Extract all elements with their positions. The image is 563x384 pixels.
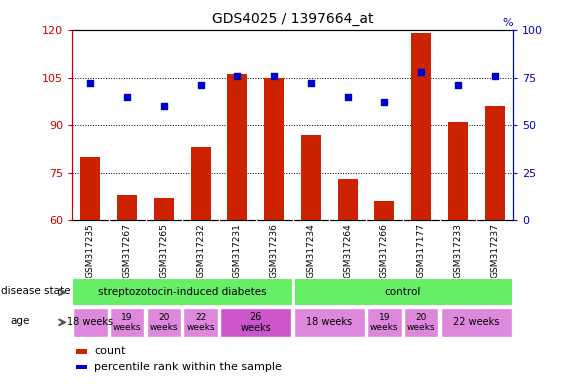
Point [380,99,389,105]
Text: 22 weeks: 22 weeks [453,317,499,327]
Bar [72,278,293,306]
Bar [301,135,321,220]
Text: count: count [94,346,126,356]
Bar [293,308,365,337]
Title: GDS4025 / 1397664_at: GDS4025 / 1397664_at [212,12,373,26]
Point [453,82,462,88]
Point [233,73,242,79]
Point [196,82,205,88]
Point [306,80,315,86]
Bar [146,308,181,337]
Bar [367,308,401,337]
Text: GSM317234: GSM317234 [306,223,315,278]
Point [159,103,168,109]
Bar [190,147,211,220]
Text: control: control [385,287,421,297]
Text: GSM317236: GSM317236 [270,223,279,278]
Bar [227,74,248,220]
Bar [338,179,358,220]
Bar [184,308,218,337]
Bar [81,157,100,220]
Text: 22
weeks: 22 weeks [186,313,215,332]
Text: GSM317235: GSM317235 [86,223,95,278]
Text: 19
weeks: 19 weeks [370,313,399,332]
Text: GSM317267: GSM317267 [123,223,132,278]
Bar [73,308,108,337]
Text: 19
weeks: 19 weeks [113,313,141,332]
Text: streptozotocin-induced diabetes: streptozotocin-induced diabetes [98,287,266,297]
Text: 18 weeks: 18 weeks [68,317,113,327]
Text: age: age [11,316,30,326]
Text: percentile rank within the sample: percentile rank within the sample [94,362,282,372]
Text: GSM317264: GSM317264 [343,223,352,278]
Text: 26
weeks: 26 weeks [240,311,271,333]
Text: %: % [502,18,513,28]
Bar [77,349,87,354]
Bar [154,198,174,220]
Bar [404,308,439,337]
Bar [448,122,468,220]
Point [86,80,95,86]
Bar [264,78,284,220]
Text: GSM317177: GSM317177 [417,223,426,278]
Text: GSM317237: GSM317237 [490,223,499,278]
Bar [441,308,512,337]
Bar [220,308,292,337]
Bar [293,278,513,306]
Bar [77,365,87,369]
Bar [485,106,505,220]
Text: GSM317231: GSM317231 [233,223,242,278]
Bar [411,33,431,220]
Point [270,73,279,79]
Point [417,69,426,75]
Point [123,94,132,100]
Text: 20
weeks: 20 weeks [150,313,178,332]
Bar [374,201,395,220]
Text: GSM317233: GSM317233 [453,223,462,278]
Text: disease state: disease state [2,286,71,296]
Text: 20
weeks: 20 weeks [407,313,435,332]
Text: GSM317265: GSM317265 [159,223,168,278]
Text: GSM317232: GSM317232 [196,223,205,278]
Text: GSM317266: GSM317266 [380,223,389,278]
Bar [117,195,137,220]
Text: 18 weeks: 18 weeks [306,317,352,327]
Point [343,94,352,100]
Bar [110,308,144,337]
Point [490,73,499,79]
